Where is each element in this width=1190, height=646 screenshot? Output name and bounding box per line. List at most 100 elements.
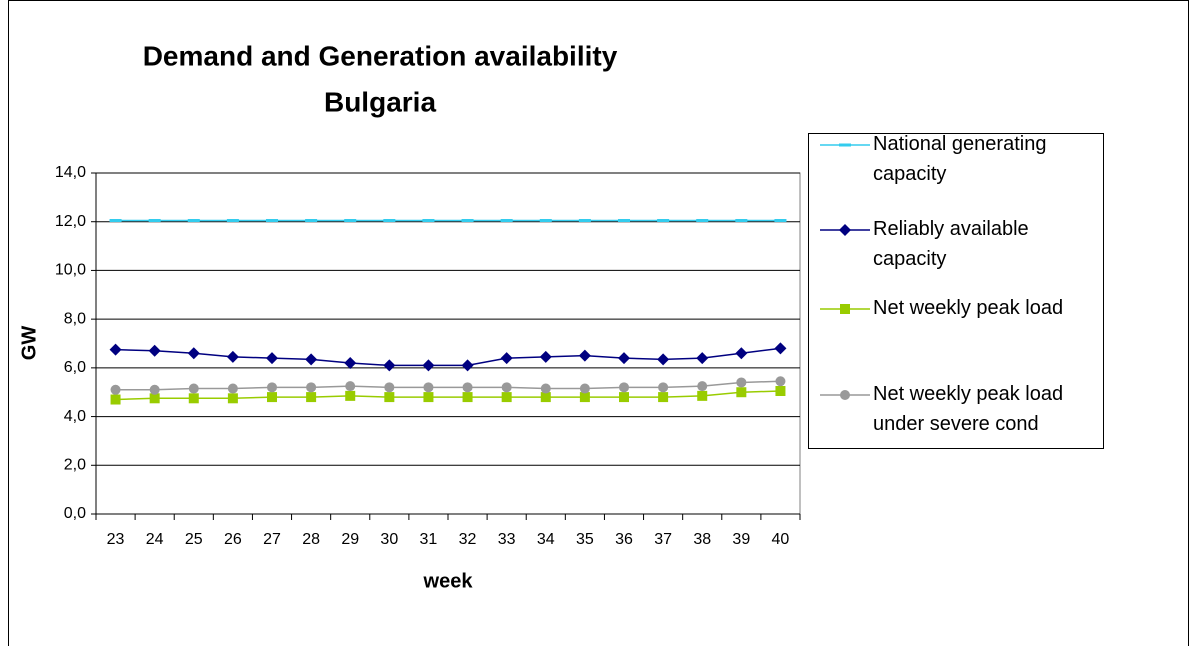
- chart-title: Demand and Generation availability: [143, 40, 618, 71]
- x-tick-label: 29: [341, 531, 359, 548]
- marker: [697, 381, 708, 392]
- legend-label: Net weekly peak load: [873, 297, 1063, 319]
- marker: [658, 392, 669, 403]
- legend-line-text: Net weekly peak load: [873, 297, 1063, 319]
- marker: [383, 218, 396, 222]
- x-tick-label: 26: [224, 531, 242, 548]
- x-tick-label: 37: [654, 531, 672, 548]
- marker: [540, 383, 551, 394]
- marker: [462, 382, 473, 393]
- marker: [500, 218, 513, 222]
- marker: [187, 218, 200, 222]
- marker: [839, 143, 851, 147]
- y-tick-label: 4,0: [64, 408, 86, 425]
- marker: [579, 383, 590, 394]
- plot-area: [95, 172, 801, 515]
- marker: [109, 343, 122, 356]
- legend-line-text: under severe cond: [873, 413, 1039, 435]
- marker: [423, 382, 434, 393]
- marker: [774, 218, 787, 222]
- legend-line-text: National generating: [873, 133, 1046, 155]
- marker: [423, 392, 434, 403]
- marker: [306, 392, 317, 403]
- x-axis-title: week: [423, 570, 474, 592]
- marker: [188, 393, 199, 404]
- marker: [109, 218, 122, 222]
- marker: [227, 393, 238, 404]
- marker: [696, 218, 709, 222]
- x-tick-label: 31: [420, 531, 438, 548]
- marker: [384, 392, 395, 403]
- marker: [110, 394, 121, 405]
- marker: [736, 387, 747, 398]
- marker: [188, 383, 199, 394]
- marker: [344, 218, 357, 222]
- marker: [540, 392, 551, 403]
- marker: [267, 392, 277, 403]
- marker: [658, 382, 669, 393]
- legend-label: Net weekly peak load under severe cond: [873, 383, 1063, 435]
- marker: [736, 377, 747, 388]
- y-tick-label: 10,0: [55, 262, 86, 279]
- marker: [227, 383, 238, 394]
- x-tick-label: 32: [459, 531, 477, 548]
- x-tick-label: 35: [576, 531, 594, 548]
- x-tick-label: 27: [263, 531, 281, 548]
- y-tick-label: 2,0: [64, 457, 86, 474]
- marker: [148, 218, 161, 222]
- marker: [266, 218, 278, 222]
- marker: [384, 382, 395, 393]
- x-tick-label: 24: [146, 531, 164, 548]
- marker: [462, 392, 473, 403]
- marker: [735, 218, 748, 222]
- marker: [697, 390, 708, 401]
- marker: [657, 218, 670, 222]
- marker: [266, 352, 278, 365]
- y-tick-label: 0,0: [64, 505, 86, 522]
- marker: [345, 390, 356, 401]
- series-line: [115, 347, 781, 367]
- series-line: [115, 390, 781, 401]
- legend-line-text: Reliably available: [873, 218, 1029, 240]
- marker: [345, 381, 356, 392]
- marker: [619, 392, 629, 403]
- marker: [226, 350, 239, 363]
- legend-label: National generating capacity: [873, 133, 1046, 185]
- legend-label: Reliably available capacity: [873, 218, 1029, 270]
- x-tick-label: 36: [615, 531, 633, 548]
- y-tick-label: 8,0: [64, 310, 86, 327]
- marker: [539, 218, 552, 222]
- marker: [226, 218, 239, 222]
- series-line: [115, 380, 781, 391]
- marker: [344, 356, 357, 369]
- marker: [774, 342, 787, 355]
- marker: [500, 352, 513, 365]
- marker: [422, 359, 435, 372]
- marker: [578, 349, 591, 362]
- marker: [305, 353, 318, 366]
- legend-line-text: Net weekly peak load: [873, 383, 1063, 405]
- marker: [305, 218, 318, 222]
- marker: [775, 376, 786, 387]
- marker: [618, 218, 630, 222]
- x-tick-label: 23: [107, 531, 125, 548]
- marker: [618, 352, 630, 365]
- marker: [539, 350, 552, 363]
- marker: [149, 393, 160, 404]
- x-tick-label: 33: [498, 531, 516, 548]
- legend-line-text: capacity: [873, 248, 946, 270]
- marker: [696, 352, 709, 365]
- legend-line-text: capacity: [873, 163, 946, 185]
- marker: [840, 304, 850, 314]
- y-tick-label: 6,0: [64, 359, 86, 376]
- marker: [267, 382, 277, 393]
- chart-subtitle: Bulgaria: [324, 86, 436, 117]
- marker: [501, 382, 512, 393]
- x-tick-label: 39: [732, 531, 750, 548]
- marker: [619, 382, 629, 393]
- marker: [110, 384, 121, 395]
- marker: [461, 359, 474, 372]
- x-tick-label: 25: [185, 531, 203, 548]
- y-tick-label: 14,0: [55, 164, 86, 181]
